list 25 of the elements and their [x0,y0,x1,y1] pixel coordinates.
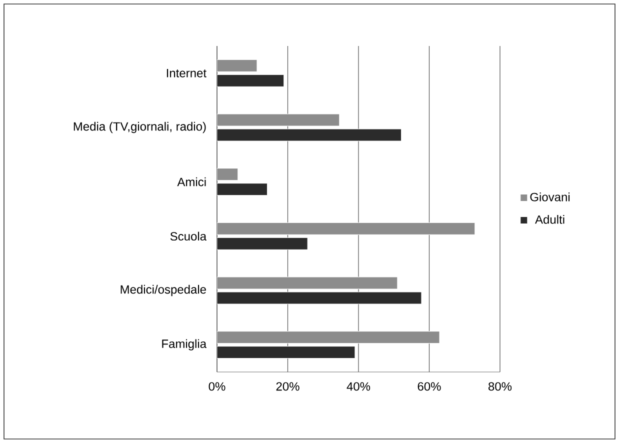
bar [217,237,308,250]
legend-label: Adulti [535,215,564,224]
bar [217,346,356,359]
y-tick-label: Amici [177,177,206,186]
bar [217,59,258,72]
x-tick-label: 20% [276,382,300,391]
x-tick-label: 80% [488,382,512,391]
y-tick-label: Internet [166,68,206,78]
legend-label: Giovani [530,192,570,202]
bar [217,331,440,344]
x-tick-label: 60% [418,382,441,391]
y-tick-label: Medici/ospedale [120,284,206,296]
bar [217,168,238,181]
bar [217,276,398,290]
bar [217,222,476,235]
bar [217,74,284,87]
y-tick-label: Media (TV,giornali, radio) [74,122,206,134]
x-tick-label: 0% [208,382,226,391]
bar [217,128,402,142]
x-tick-label: 40% [346,382,370,391]
bar [217,292,422,304]
bar [217,114,340,126]
bar [217,183,268,196]
y-tick-label: Scuola [170,232,207,241]
y-tick-label: Famiglia [162,339,207,350]
